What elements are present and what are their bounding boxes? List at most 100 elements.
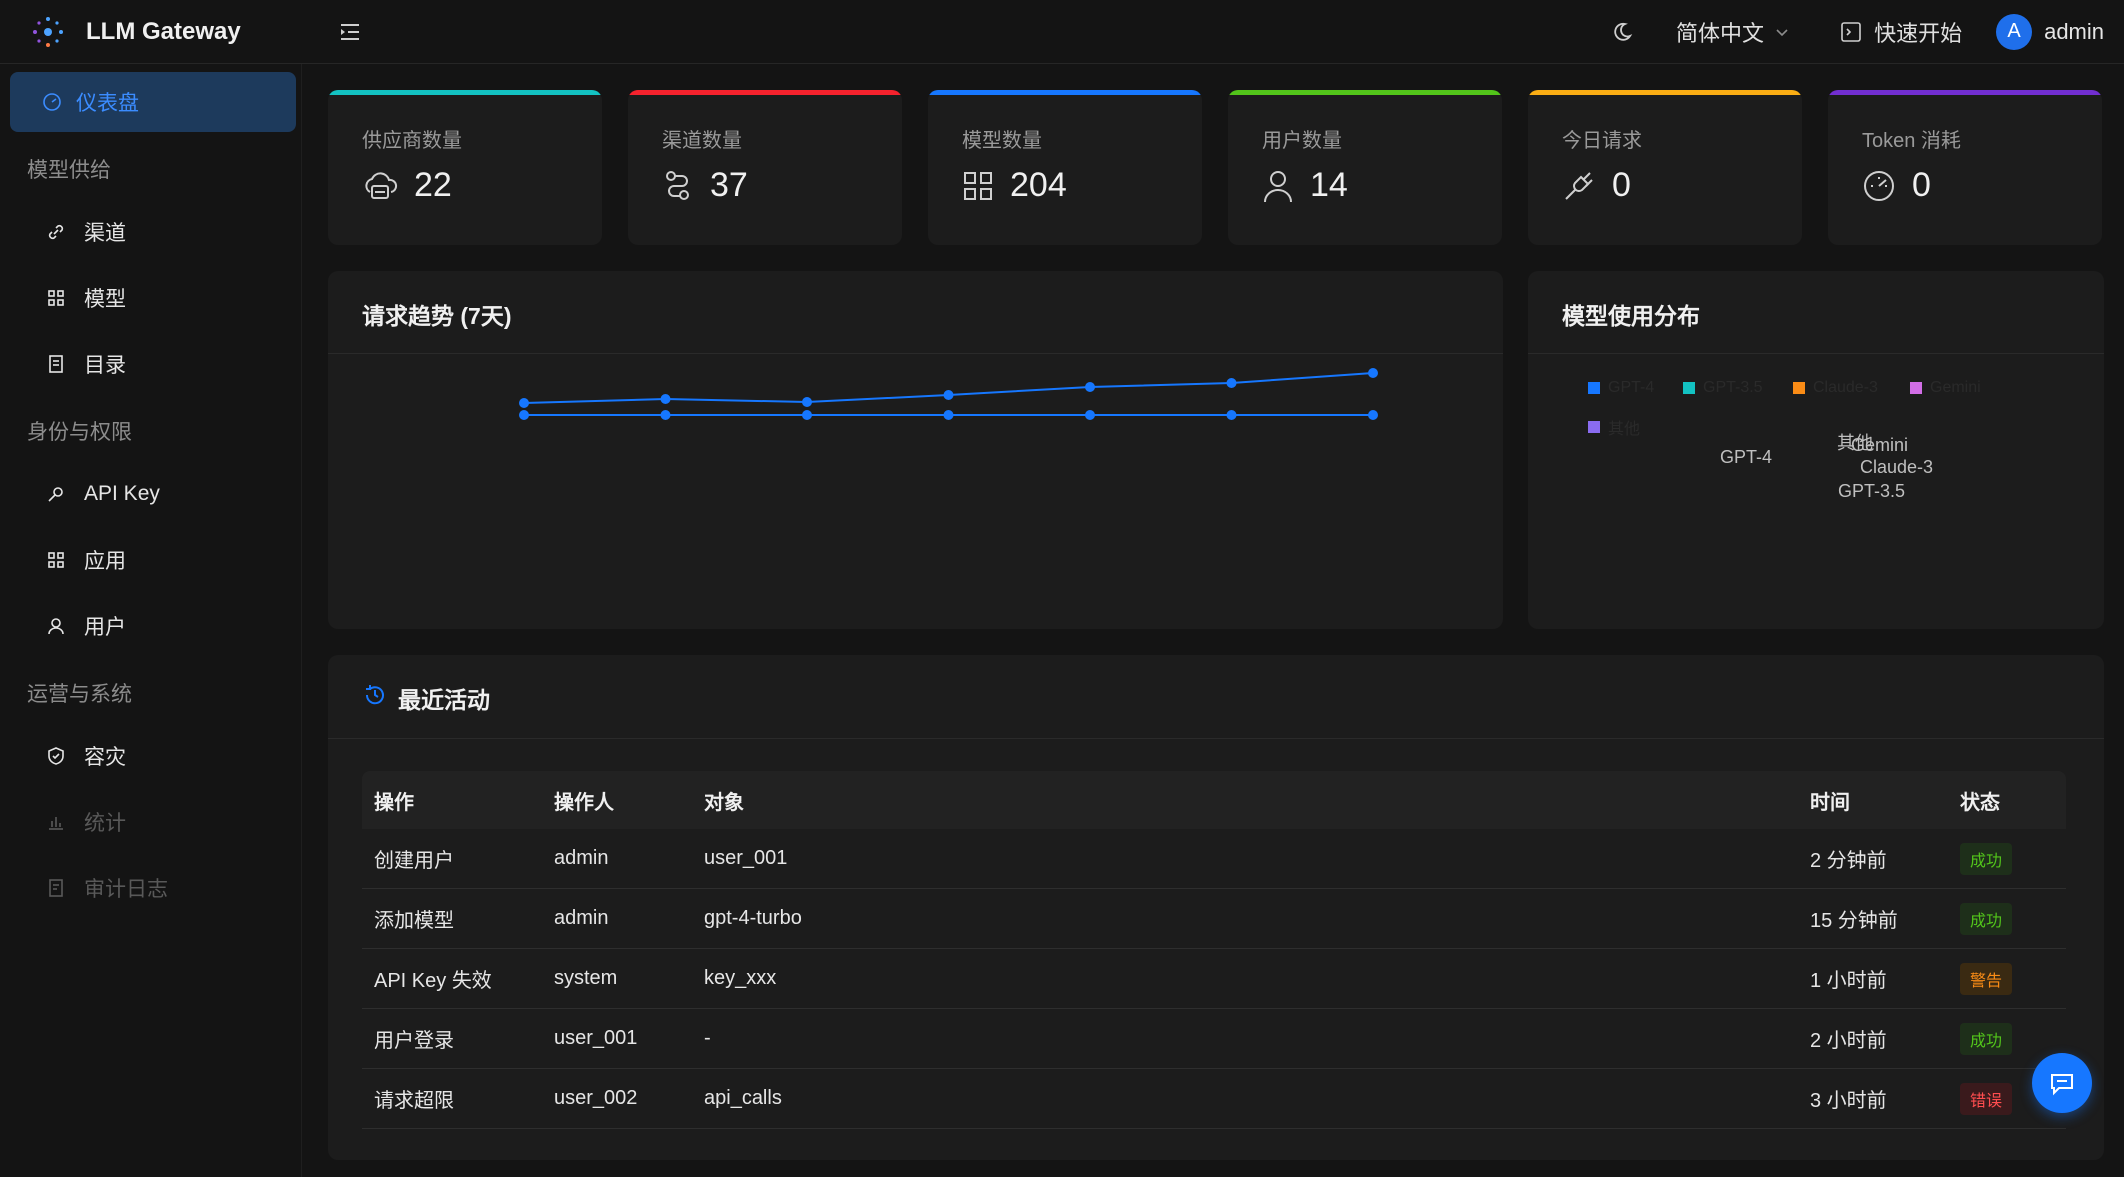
sidebar-item-label: 用户 — [84, 616, 126, 639]
stat-card-providers: 供应商数量 22 — [328, 90, 602, 245]
sidebar-item-channels[interactable]: 渠道 — [10, 204, 296, 260]
sidebar-item-audit[interactable]: 审计日志 — [10, 860, 296, 916]
pie-label-other: 其他 — [1837, 433, 1873, 453]
legend-item[interactable]: Gemini — [1910, 379, 1981, 397]
api-plug-icon — [1565, 171, 1593, 200]
legend-item[interactable]: Claude-3 — [1793, 379, 1878, 397]
status-badge: 警告 — [1960, 962, 2013, 995]
menu-collapse-icon[interactable] — [336, 18, 364, 46]
cell-target: key_xxx — [704, 967, 777, 989]
sidebar-item-users[interactable]: 用户 — [10, 598, 296, 654]
activity-card: 最近活动 — [328, 655, 2104, 1160]
legend-swatch — [1683, 382, 1695, 394]
group-label-ops: 运营与系统 — [27, 683, 132, 706]
table-row[interactable]: API Key 失效 system key_xxx 1 小时前 警告 — [362, 949, 2066, 1009]
sidebar-item-dashboard[interactable]: 仪表盘 — [10, 72, 296, 132]
table-row[interactable]: 请求超限 user_002 api_calls 3 小时前 错误 — [362, 1069, 2066, 1129]
sidebar-item-label: 应用 — [84, 550, 126, 573]
table-row[interactable]: 创建用户 admin user_001 2 分钟前 成功 — [362, 829, 2066, 889]
stat-accent-bar — [628, 90, 902, 95]
status-badge: 错误 — [1960, 1082, 2013, 1115]
stat-value: 0 — [1912, 166, 1931, 204]
column-header[interactable]: 操作 — [374, 791, 414, 814]
shield-icon — [48, 747, 64, 765]
stat-accent-bar — [928, 90, 1202, 95]
trend-series-b-point — [519, 410, 529, 420]
trend-series-b-point — [943, 410, 954, 420]
sidebar-item-catalog[interactable]: 目录 — [10, 336, 296, 392]
language-label: 简体中文 — [1676, 20, 1765, 46]
cell-operator: system — [554, 967, 618, 989]
user-icon — [1264, 170, 1292, 202]
column-header[interactable]: 时间 — [1810, 791, 1850, 814]
user-icon — [48, 618, 64, 635]
cell-time: 2 分钟前 — [1810, 850, 1887, 872]
trend-series-b-point — [802, 410, 812, 420]
legend-item[interactable]: GPT-3.5 — [1683, 379, 1763, 397]
pie-label-gpt4: GPT-4 — [1720, 447, 1773, 467]
apps-icon — [48, 552, 64, 568]
stat-label: 模型数量 — [962, 130, 1042, 152]
sidebar-item-label: 目录 — [84, 354, 126, 377]
logo[interactable]: LLM Gateway — [0, 12, 300, 52]
legend-item[interactable]: GPT-4 — [1588, 379, 1654, 397]
trend-series-a-point — [660, 394, 671, 404]
gauge-icon — [1864, 170, 1894, 201]
column-header[interactable]: 对象 — [704, 791, 744, 814]
cell-target: api_calls — [704, 1087, 782, 1109]
stat-card-requests: 今日请求 0 — [1528, 90, 1802, 245]
chat-support-button[interactable] — [2032, 1053, 2092, 1113]
legend-label: GPT-3.5 — [1703, 379, 1763, 396]
activity-title: 最近活动 — [398, 687, 490, 713]
sidebar-item-label: 模型 — [84, 288, 126, 311]
trend-card: 请求趋势 (7天) — [328, 271, 1503, 629]
stat-card-tokens: Token 消耗 0 — [1828, 90, 2102, 245]
app-name: LLM Gateway — [86, 17, 241, 45]
cell-time: 15 分钟前 — [1810, 910, 1898, 932]
legend-item[interactable]: 其他 — [1588, 415, 1640, 439]
table-row[interactable]: 用户登录 user_001 - 2 小时前 成功 — [362, 1009, 2066, 1069]
trend-series-a-point — [519, 398, 529, 408]
username: admin — [2044, 18, 2104, 44]
stat-value: 14 — [1310, 166, 1348, 204]
pie-label-gemini: Gemini — [1851, 435, 1909, 455]
sidebar-item-models[interactable]: 模型 — [10, 270, 296, 326]
cloud-server-icon — [365, 171, 398, 199]
cell-operator: admin — [554, 847, 609, 869]
cell-target: - — [704, 1027, 711, 1049]
sidebar-item-label: API Key — [84, 482, 160, 505]
avatar: A — [1996, 13, 2033, 50]
stat-value: 22 — [414, 166, 452, 204]
sidebar-item-dr[interactable]: 容灾 — [10, 728, 296, 784]
cell-time: 1 小时前 — [1810, 970, 1887, 992]
sidebar-item-apikey[interactable]: API Key — [10, 466, 296, 522]
trend-divider — [328, 353, 1503, 354]
legend-label: 其他 — [1608, 421, 1641, 438]
dashboard-icon — [43, 93, 61, 111]
quick-start-button[interactable]: 快速开始 — [1840, 16, 1962, 48]
stat-accent-bar — [1528, 90, 1802, 95]
terminal-icon — [1841, 21, 1861, 42]
moon-icon[interactable] — [1602, 12, 1642, 52]
cell-action: API Key 失效 — [374, 970, 492, 992]
legend-swatch — [1588, 382, 1600, 394]
sidebar-item-apps[interactable]: 应用 — [10, 532, 296, 588]
cell-action: 用户登录 — [374, 1030, 454, 1052]
sidebar-item-label: 容灾 — [84, 746, 126, 769]
stat-card-channels: 渠道数量 37 — [628, 90, 902, 245]
legend-label: GPT-4 — [1608, 379, 1655, 396]
language-select[interactable]: 简体中文 — [1676, 16, 1790, 48]
top-header: LLM Gateway 简体中文 快速开始 A admin — [0, 0, 2124, 64]
user-menu[interactable]: A admin — [1996, 13, 2104, 50]
cell-action: 添加模型 — [374, 910, 454, 932]
cell-action: 请求超限 — [374, 1090, 454, 1112]
sidebar-item-stats[interactable]: 统计 — [10, 794, 296, 850]
column-header[interactable]: 操作人 — [554, 791, 614, 814]
group-label-identity: 身份与权限 — [27, 421, 132, 444]
sidebar-item-label: 渠道 — [84, 222, 126, 245]
table-row[interactable]: 添加模型 admin gpt-4-turbo 15 分钟前 成功 — [362, 889, 2066, 949]
trend-line-chart — [519, 368, 1378, 420]
history-icon — [365, 685, 384, 705]
legend-swatch — [1793, 382, 1805, 394]
column-header[interactable]: 状态 — [1960, 791, 2000, 814]
